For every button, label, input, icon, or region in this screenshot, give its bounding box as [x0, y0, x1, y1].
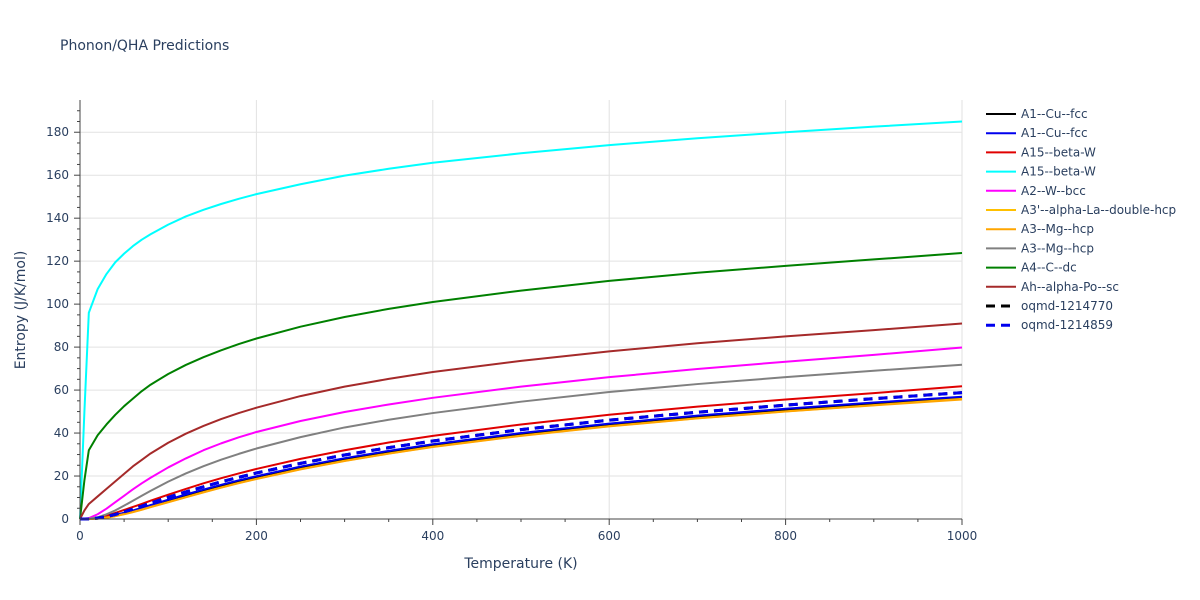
y-tick-label: 0	[61, 512, 69, 526]
y-tick-label: 40	[54, 426, 69, 440]
y-tick-label: 180	[46, 125, 69, 139]
grid	[80, 100, 963, 519]
legend-item-label[interactable]: A1--Cu--fcc	[1021, 107, 1088, 121]
y-tick-label: 100	[46, 297, 69, 311]
x-tick-label: 800	[774, 529, 797, 543]
y-tick-label: 140	[46, 211, 69, 225]
legend[interactable]: A1--Cu--fcc A1--Cu--fcc A15--beta-W A15--be…	[986, 107, 1176, 332]
legend-item-label[interactable]: A2--W--bcc	[1021, 184, 1086, 198]
legend-item-label[interactable]: Ah--alpha-Po--sc	[1021, 280, 1119, 294]
y-tick-label: 20	[54, 469, 69, 483]
y-tick-label: 60	[54, 383, 69, 397]
series-line[interactable]	[79, 395, 963, 520]
axes: 0 200 400 600 800 1000 0 20 40 60 80 100 120 140 160 18…	[46, 100, 977, 543]
series-line[interactable]	[79, 396, 963, 520]
legend-item-label[interactable]: oqmd-1214770	[1021, 299, 1113, 313]
legend-item-label[interactable]: A15--beta-W	[1021, 165, 1096, 179]
legend-item-label[interactable]: A4--C--dc	[1021, 261, 1077, 275]
series-line[interactable]	[79, 251, 963, 520]
series-line[interactable]	[79, 322, 963, 520]
x-tick-label: 200	[245, 529, 268, 543]
series-line[interactable]	[79, 397, 963, 520]
series-line[interactable]	[79, 391, 963, 521]
series-line[interactable]	[79, 391, 963, 521]
x-tick-label: 1000	[947, 529, 978, 543]
series-line[interactable]	[79, 346, 963, 520]
series-line[interactable]	[79, 120, 963, 520]
legend-item-label[interactable]: A3--Mg--hcp	[1021, 222, 1094, 236]
series-line[interactable]	[79, 363, 963, 520]
y-axis-title: Entropy (J/K/mol)	[13, 251, 29, 370]
x-axis-title: Temperature (K)	[463, 556, 577, 572]
legend-item-label[interactable]: A3'--alpha-La--double-hcp	[1021, 203, 1176, 217]
series-line[interactable]	[79, 398, 963, 520]
chart-title: Phonon/QHA Predictions	[60, 38, 229, 54]
y-tick-label: 160	[46, 168, 69, 182]
legend-item-label[interactable]: A3--Mg--hcp	[1021, 241, 1094, 255]
y-tick-label: 120	[46, 254, 69, 268]
legend-item-label[interactable]: A15--beta-W	[1021, 145, 1096, 159]
y-tick-label: 80	[54, 340, 69, 354]
x-tick-label: 600	[598, 529, 621, 543]
legend-item-label[interactable]: oqmd-1214859	[1021, 318, 1113, 332]
x-tick-label: 400	[421, 529, 444, 543]
x-tick-label: 0	[76, 529, 84, 543]
plot-area	[79, 120, 963, 521]
legend-item-label[interactable]: A1--Cu--fcc	[1021, 126, 1088, 140]
